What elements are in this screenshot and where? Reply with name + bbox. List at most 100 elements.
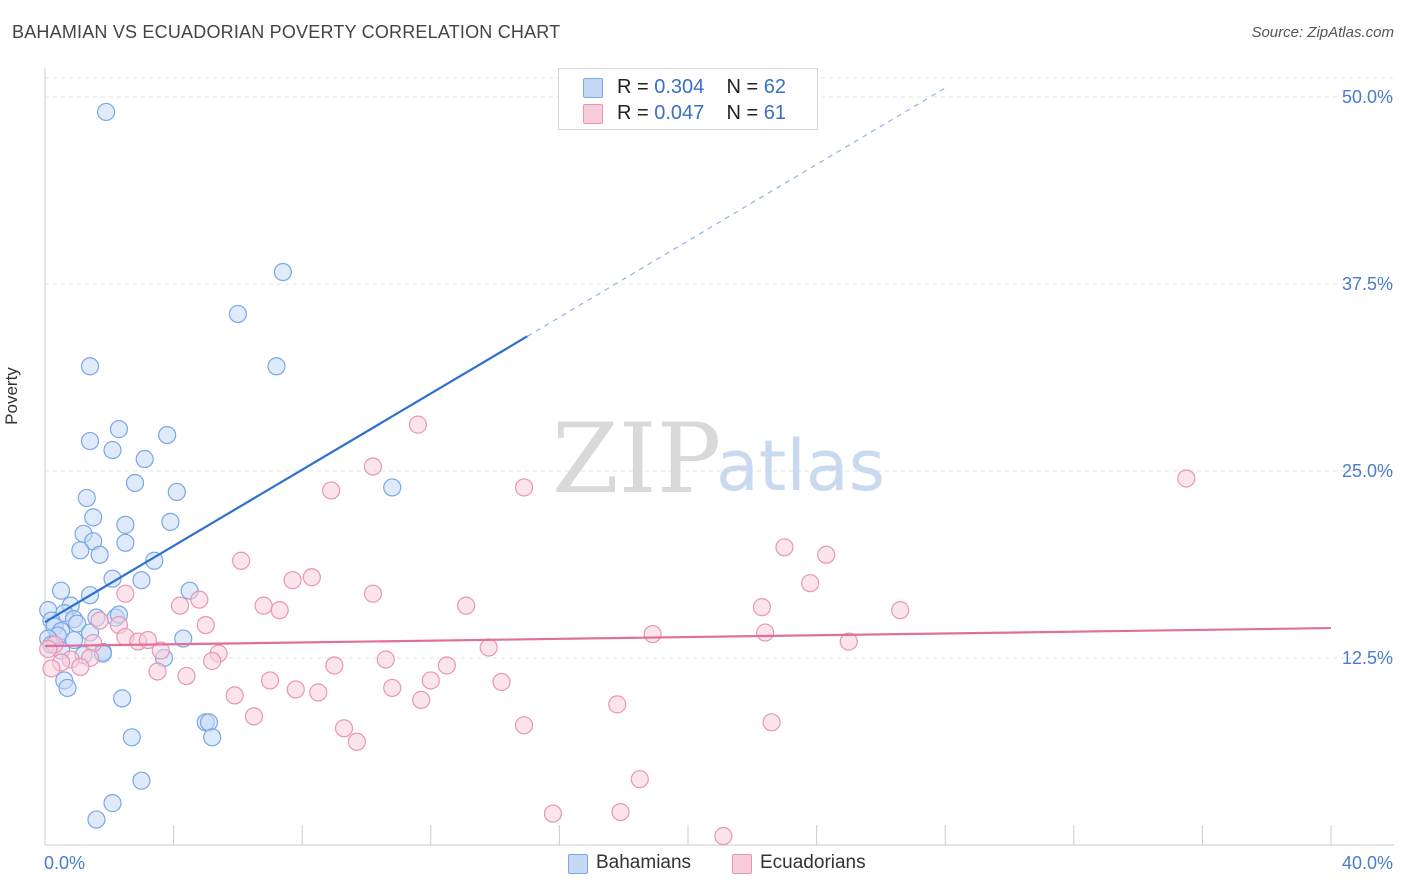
scatter-point-ecuadorians (322, 481, 341, 500)
scatter-point-bahamians (158, 425, 177, 445)
bottom-legend-label-bahamians: Bahamians (596, 852, 692, 873)
legend-n-label: N = (726, 76, 759, 98)
axes (44, 68, 1394, 846)
scatter-point-ecuadorians (325, 656, 344, 675)
scatter-point-bahamians (80, 431, 100, 451)
scatter-point-ecuadorians (286, 680, 305, 699)
scatter-point-ecuadorians (383, 678, 402, 698)
scatter-point-bahamians (103, 440, 122, 460)
legend: R = 0.304 N = 62 R = 0.047 N = 61 (558, 68, 818, 130)
scatter-point-bahamians (267, 357, 286, 376)
scatter-point-bahamians (273, 262, 293, 282)
scatter-point-ecuadorians (170, 596, 190, 615)
legend-text-bahamians: R = 0.304 N = 62 (617, 76, 786, 99)
scatter-point-bahamians (174, 629, 193, 648)
legend-swatch-ecuadorians (583, 104, 603, 124)
scatter-point-ecuadorians (891, 601, 910, 620)
scatter-point-bahamians (51, 581, 71, 600)
scatter-point-ecuadorians (363, 457, 383, 476)
y-tick-label: 12.5% (1342, 648, 1393, 668)
scatter-point-ecuadorians (116, 584, 135, 603)
scatter-point-ecuadorians (762, 713, 781, 732)
scatter-point-ecuadorians (412, 690, 431, 709)
scatter-point-ecuadorians (801, 574, 820, 593)
scatter-point-bahamians (71, 541, 90, 560)
source-label: Source: ZipAtlas.com (1251, 24, 1394, 41)
scatter-point-ecuadorians (42, 659, 61, 678)
scatter-point-bahamians (90, 545, 109, 564)
scatter-point-ecuadorians (225, 686, 244, 705)
scatter-point-ecuadorians (309, 683, 328, 702)
scatter-point-bahamians (64, 630, 84, 650)
scatter-point-ecuadorians (334, 719, 354, 738)
scatter-point-bahamians (228, 304, 247, 324)
y-tick-label: 37.5% (1342, 274, 1393, 294)
scatter-point-ecuadorians (817, 545, 836, 564)
scatter-point-ecuadorians (177, 666, 196, 686)
scatter-point-ecuadorians (84, 633, 103, 653)
x-tick-label: 40.0% (1342, 853, 1393, 873)
scatter-point-bahamians (167, 482, 186, 502)
scatter-point-ecuadorians (611, 802, 630, 822)
scatter-point-ecuadorians (492, 672, 511, 692)
scatter-point-bahamians (125, 473, 145, 493)
trend-layer (44, 87, 1332, 648)
scatter-point-bahamians (145, 551, 164, 570)
trend-line-ecuadorians (44, 626, 1332, 648)
scatter-point-ecuadorians (514, 716, 534, 735)
watermark-zip: ZIP (552, 403, 721, 515)
scatter-point-ecuadorians (190, 590, 209, 609)
gridlines (45, 77, 1394, 659)
scatter-point-bahamians (122, 728, 141, 747)
scatter-point-bahamians (96, 102, 116, 122)
legend-r-value: 0.047 (654, 102, 705, 124)
scatter-point-ecuadorians (244, 707, 264, 726)
watermark: ZIP atlas (552, 403, 885, 515)
scatter-point-ecuadorians (302, 568, 321, 587)
scatter-point-ecuadorians (514, 478, 534, 497)
chart-title: BAHAMIAN VS ECUADORIAN POVERTY CORRELATI… (12, 22, 561, 42)
legend-r-label: R = (617, 102, 649, 124)
legend-r-label: R = (617, 76, 649, 98)
scatter-point-ecuadorians (1177, 469, 1196, 488)
scatter-point-ecuadorians (254, 596, 273, 615)
watermark-atlas: atlas (716, 425, 885, 507)
scatter-point-ecuadorians (90, 611, 109, 630)
scatter-point-ecuadorians (479, 638, 498, 657)
legend-n-label: N = (726, 102, 759, 124)
scatter-point-bahamians (77, 488, 96, 508)
scatter-point-ecuadorians (232, 551, 251, 570)
scatter-point-bahamians (103, 569, 122, 588)
scatter-point-bahamians (103, 794, 122, 813)
scatter-point-ecuadorians (39, 639, 58, 659)
trend-line-bahamians (44, 335, 528, 624)
legend-text-ecuadorians: R = 0.047 N = 61 (617, 102, 786, 125)
y-tick-label: 25.0% (1342, 461, 1393, 481)
scatter-point-bahamians (203, 728, 222, 747)
scatter-point-bahamians (199, 713, 219, 732)
scatter-point-ecuadorians (270, 601, 289, 620)
scatter-point-bahamians (116, 533, 135, 552)
scatter-point-bahamians (116, 515, 135, 534)
scatter-point-bahamians (161, 512, 180, 531)
legend-r-value: 0.304 (654, 76, 705, 98)
scatter-point-bahamians (383, 478, 402, 497)
scatter-point-ecuadorians (437, 656, 456, 675)
scatter-point-ecuadorians (283, 571, 302, 590)
scatter-point-bahamians (87, 810, 106, 829)
scatter-point-ecuadorians (347, 732, 366, 751)
scatter-point-ecuadorians (643, 624, 662, 644)
y-tick-label: 50.0% (1342, 87, 1393, 107)
scatter-point-ecuadorians (376, 650, 395, 669)
scatter-point-ecuadorians (71, 657, 90, 677)
legend-n-value: 62 (763, 76, 787, 98)
trend-line-bahamians-extension (526, 87, 946, 337)
legend-swatch-bahamians (583, 78, 603, 98)
scatter-point-ecuadorians (543, 804, 563, 823)
scatter-point-ecuadorians (148, 662, 167, 681)
legend-n-value: 61 (763, 102, 787, 124)
bottom-legend-label-ecuadorians: Ecuadorians (760, 852, 866, 873)
scatter-point-bahamians (113, 689, 132, 708)
scatter-point-ecuadorians (630, 770, 649, 789)
